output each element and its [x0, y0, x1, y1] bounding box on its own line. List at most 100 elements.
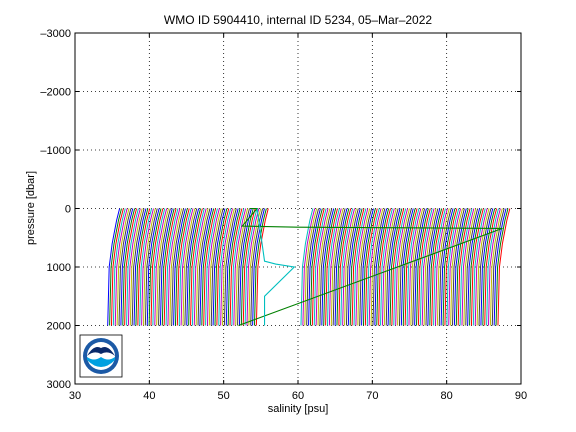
profile-line — [152, 208, 166, 326]
profile-line — [173, 208, 186, 326]
profile-line — [242, 208, 256, 326]
x-axis-label: salinity [psu] — [268, 403, 329, 415]
profile-line — [478, 208, 492, 326]
profile-line — [438, 208, 452, 326]
profile-line — [380, 208, 393, 326]
profile-line — [109, 208, 122, 326]
profile-line — [446, 208, 460, 326]
profile-line — [146, 208, 160, 326]
profile-line — [397, 208, 410, 326]
profile-line — [370, 208, 384, 326]
profile-line — [171, 208, 185, 326]
profile-line — [246, 208, 260, 326]
profile-line — [184, 208, 198, 326]
profile-line — [255, 208, 269, 326]
profile-line — [214, 208, 228, 326]
profile-line — [158, 208, 171, 326]
profile-line — [433, 208, 446, 326]
logo-wave-icon — [87, 357, 115, 367]
profile-line — [404, 208, 418, 326]
profile-line — [193, 208, 207, 326]
profile-line — [206, 208, 220, 326]
profile-line — [440, 208, 454, 326]
profile-line — [144, 208, 158, 326]
profile-line — [434, 208, 448, 326]
profile-line — [474, 208, 488, 326]
profile-line — [410, 208, 424, 326]
profile-line — [169, 208, 183, 326]
profile-lines — [107, 208, 511, 326]
profile-line — [484, 208, 498, 326]
y-tick-label: 3000 — [47, 379, 71, 391]
profile-line — [244, 208, 258, 326]
profile-line — [197, 208, 211, 326]
profile-line — [431, 208, 445, 326]
profile-line — [126, 208, 139, 326]
profile-line — [225, 208, 239, 326]
profile-line — [323, 208, 337, 326]
profile-line — [334, 208, 348, 326]
profile-line — [353, 208, 367, 326]
profile-line — [340, 208, 354, 326]
profile-line — [237, 208, 250, 326]
profile-line — [372, 208, 386, 326]
profile-line — [408, 208, 422, 326]
profile-line — [419, 208, 433, 326]
profile-line — [161, 208, 175, 326]
profile-line — [139, 208, 153, 326]
profile-line — [412, 208, 426, 326]
profile-line — [429, 208, 443, 326]
profile-line — [330, 208, 344, 326]
profile-line — [452, 208, 465, 326]
profile-line — [223, 208, 237, 326]
profile-line — [191, 208, 205, 326]
profile-line — [112, 208, 126, 326]
logo-label: NOAA — [94, 348, 109, 354]
profile-line — [208, 208, 222, 326]
logo-bird-icon — [87, 347, 115, 356]
noaa-logo: NOAA — [79, 334, 123, 378]
profile-line — [389, 208, 403, 326]
profile-line — [387, 208, 401, 326]
profile-line — [182, 208, 196, 326]
profile-line — [176, 208, 190, 326]
profile-line — [393, 208, 407, 326]
profile-line — [186, 208, 200, 326]
profile-line — [416, 208, 429, 326]
profile-line — [199, 208, 213, 326]
profile-line — [238, 208, 252, 326]
profile-line — [302, 208, 316, 326]
profile-line — [159, 208, 173, 326]
x-tick-label: 90 — [515, 390, 527, 402]
profile-line — [122, 208, 136, 326]
profile-line — [133, 208, 147, 326]
x-tick-label: 70 — [366, 390, 378, 402]
profile-line — [180, 208, 194, 326]
profile-line — [107, 208, 121, 326]
y-tick-label: 0 — [65, 204, 71, 216]
profile-line — [252, 208, 265, 326]
profile-line — [233, 208, 247, 326]
profile-line — [383, 208, 397, 326]
profile-line — [359, 208, 373, 326]
profile-line — [174, 208, 188, 326]
profile-line — [309, 208, 323, 326]
profile-line — [212, 208, 226, 326]
profile-line — [313, 208, 327, 326]
profile-line — [470, 208, 484, 326]
profile-line — [253, 208, 267, 326]
highlighted-profiles — [238, 207, 503, 327]
profile-line — [361, 208, 374, 326]
profile-line — [227, 208, 241, 326]
profile-line — [472, 208, 486, 326]
profile-line — [188, 208, 202, 326]
x-tick-label: 50 — [218, 390, 230, 402]
profile-line — [222, 208, 235, 326]
profile-line — [190, 208, 203, 326]
profile-line — [216, 208, 230, 326]
profile-line — [317, 208, 331, 326]
profile-line — [250, 208, 264, 326]
profile-line — [402, 208, 416, 326]
profile-line — [442, 208, 456, 326]
